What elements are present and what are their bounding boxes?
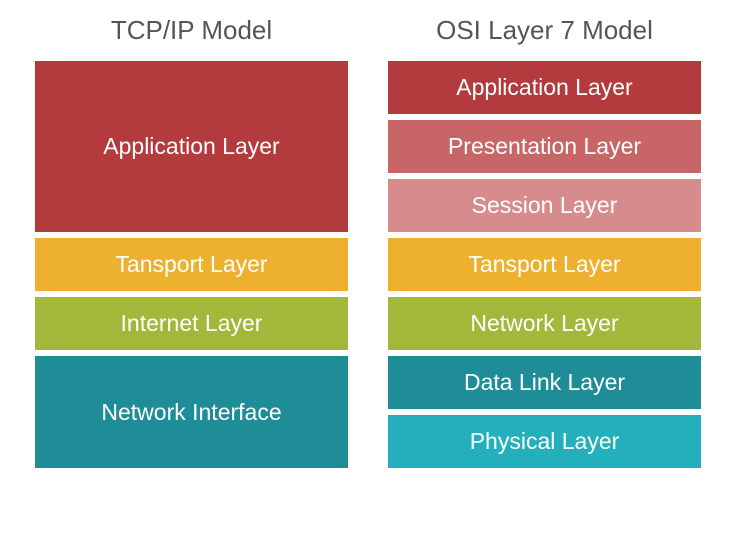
osi-layer-datalink: Data Link Layer [388, 356, 701, 409]
osi-layer-session: Session Layer [388, 179, 701, 232]
osi-column: OSI Layer 7 Model Application Layer Pres… [388, 15, 701, 538]
tcpip-layer-transport: Tansport Layer [35, 238, 348, 291]
osi-layer-network: Network Layer [388, 297, 701, 350]
tcpip-column: TCP/IP Model Application Layer Tansport … [35, 15, 348, 538]
tcpip-layer-network-interface: Network Interface [35, 356, 348, 468]
osi-title: OSI Layer 7 Model [388, 15, 701, 46]
osi-layer-presentation: Presentation Layer [388, 120, 701, 173]
tcpip-layer-application: Application Layer [35, 61, 348, 232]
osi-layer-transport: Tansport Layer [388, 238, 701, 291]
tcpip-layer-internet: Internet Layer [35, 297, 348, 350]
osi-stack: Application Layer Presentation Layer Ses… [388, 61, 701, 538]
tcpip-stack: Application Layer Tansport Layer Interne… [35, 61, 348, 538]
osi-layer-physical: Physical Layer [388, 415, 701, 468]
osi-layer-application: Application Layer [388, 61, 701, 114]
tcpip-title: TCP/IP Model [35, 15, 348, 46]
